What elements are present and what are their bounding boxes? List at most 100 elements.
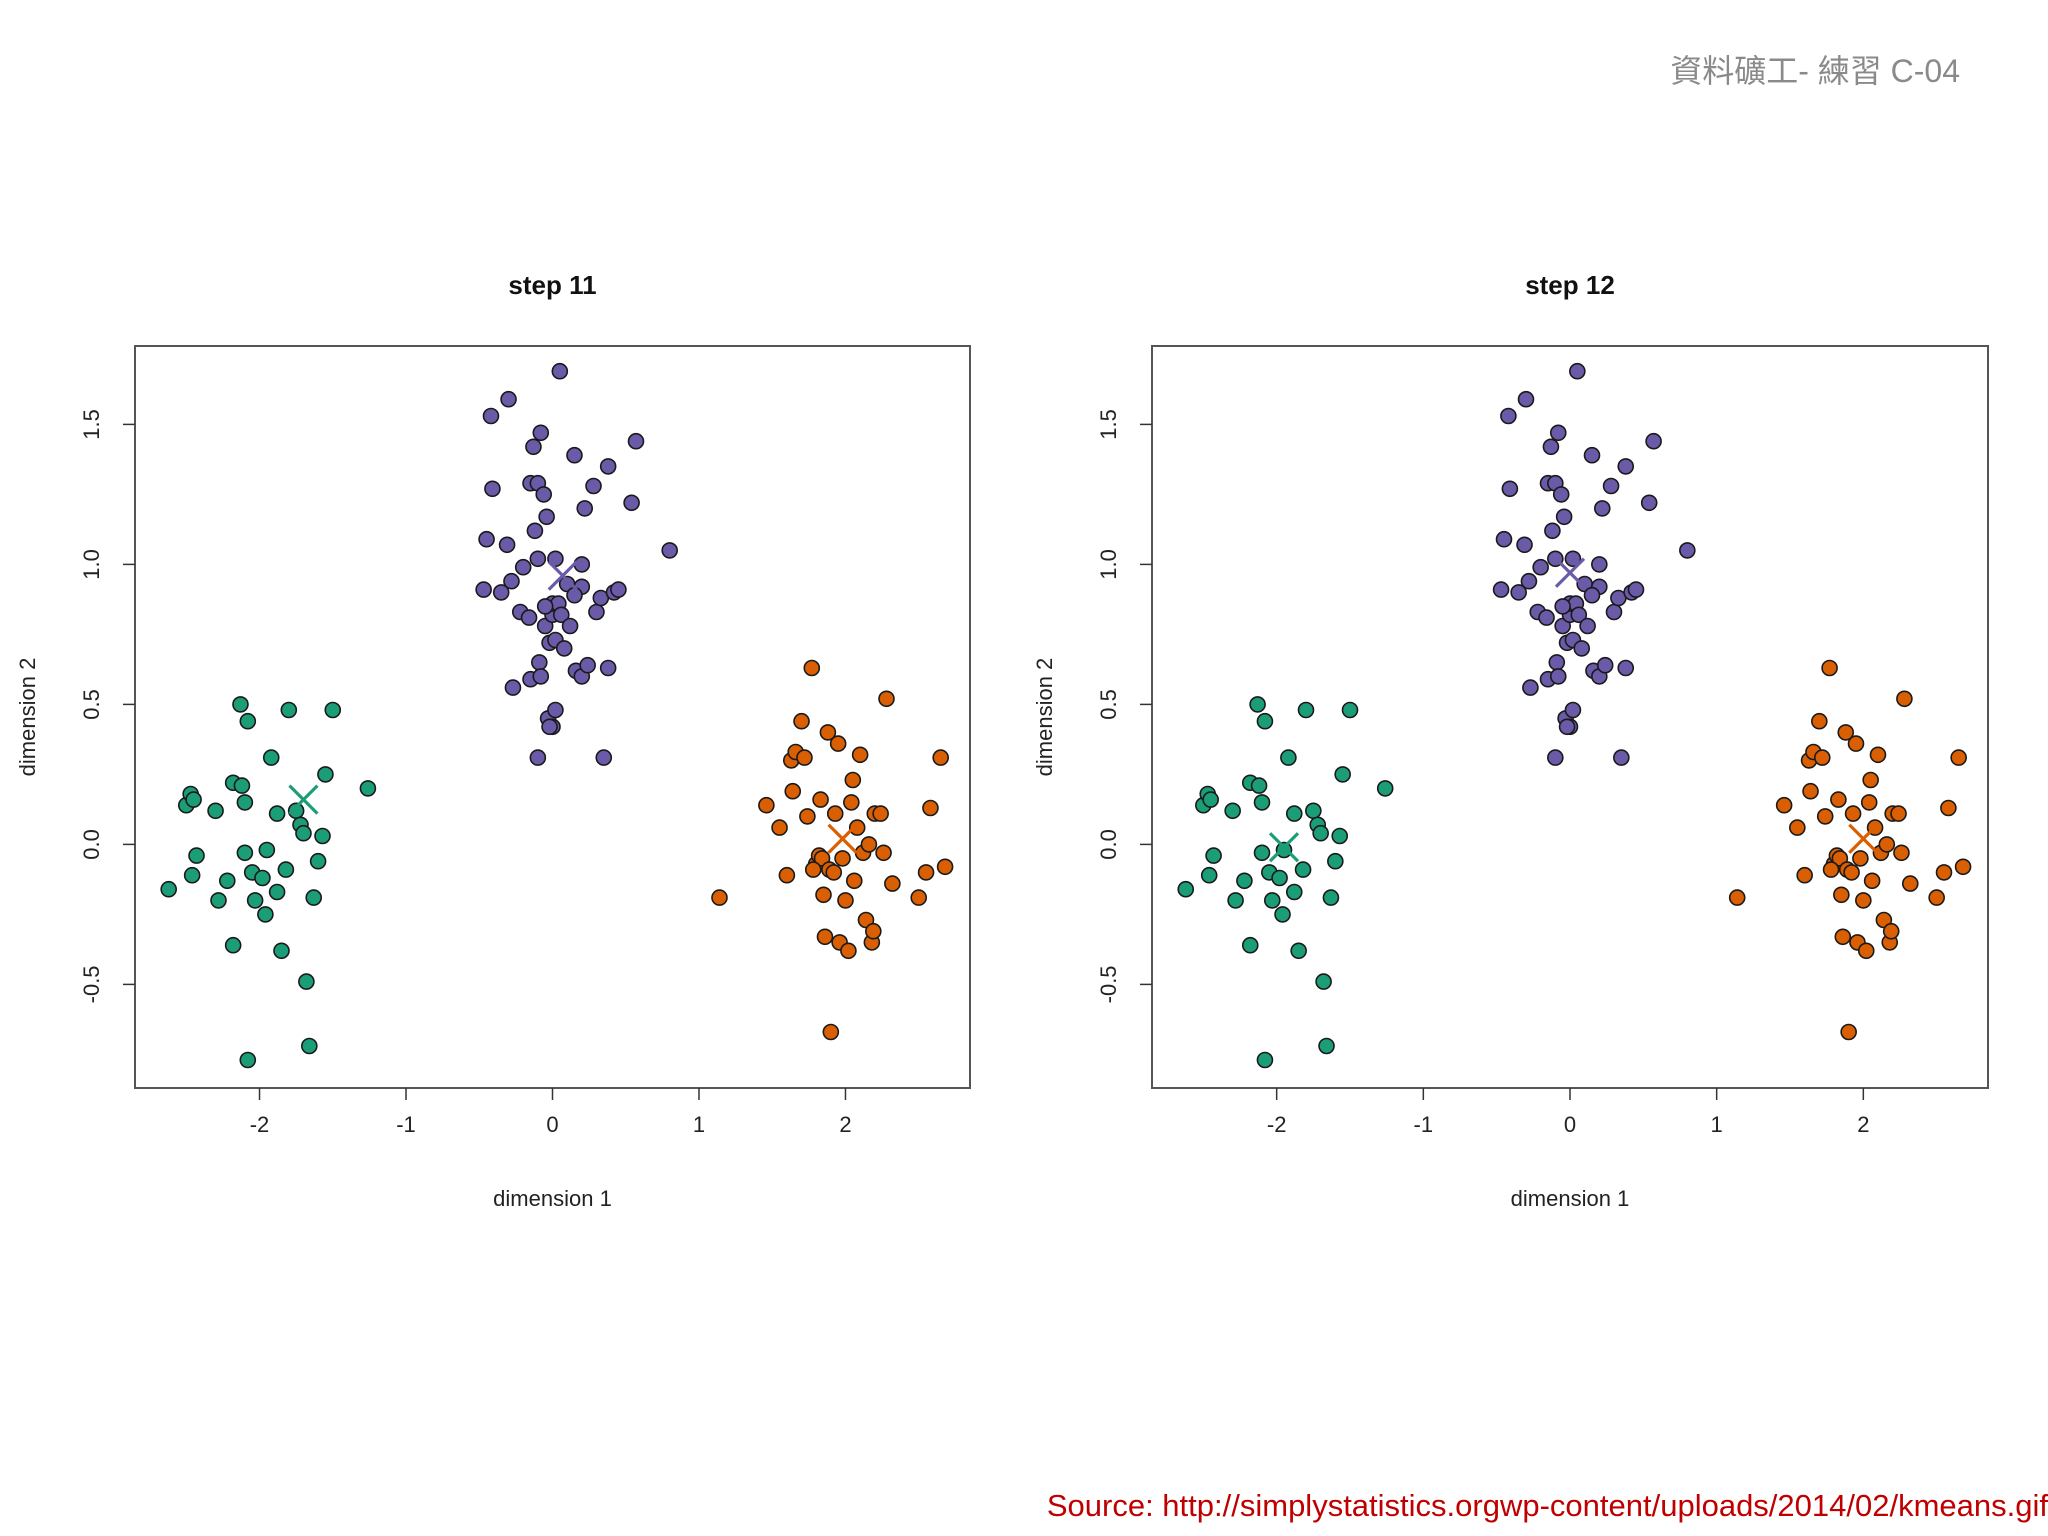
data-point-cluster-1 xyxy=(1253,794,1271,811)
data-point-cluster-1 xyxy=(239,1051,257,1069)
data-point-cluster-3 xyxy=(860,836,878,853)
data-point-cluster-2 xyxy=(566,446,583,464)
data-point-cluster-2 xyxy=(535,486,553,503)
data-point-cluster-1 xyxy=(324,701,342,719)
y-tick-label: 0.0 xyxy=(79,829,104,860)
data-point-cluster-1 xyxy=(1274,906,1291,923)
data-point-cluster-2 xyxy=(1645,432,1662,450)
data-point-cluster-3 xyxy=(922,799,939,817)
data-point-cluster-2 xyxy=(1593,500,1611,517)
data-point-cluster-3 xyxy=(837,892,854,909)
data-point-cluster-2 xyxy=(525,438,542,456)
x-tick-label: 1 xyxy=(1711,1112,1723,1137)
data-point-cluster-2 xyxy=(529,749,547,766)
data-point-cluster-2 xyxy=(561,617,579,635)
data-point-cluster-1 xyxy=(1331,827,1349,845)
data-point-cluster-3 xyxy=(936,858,954,876)
data-point-cluster-1 xyxy=(258,841,276,859)
data-point-cluster-3 xyxy=(910,889,928,906)
data-point-cluster-3 xyxy=(1882,922,1900,940)
data-point-cluster-3 xyxy=(1816,808,1834,825)
data-point-cluster-1 xyxy=(236,844,254,862)
data-point-cluster-2 xyxy=(500,390,517,408)
data-point-cluster-1 xyxy=(1271,869,1288,887)
data-point-cluster-2 xyxy=(532,424,550,442)
data-point-cluster-2 xyxy=(1602,477,1620,495)
data-point-cluster-3 xyxy=(1833,886,1850,904)
data-point-cluster-3 xyxy=(848,819,866,836)
data-point-cluster-2 xyxy=(1548,654,1566,671)
data-point-cluster-1 xyxy=(309,852,327,870)
data-point-cluster-1 xyxy=(236,794,254,811)
data-point-cluster-2 xyxy=(1573,640,1591,657)
data-point-cluster-2 xyxy=(599,659,617,677)
data-point-cluster-3 xyxy=(1869,746,1887,764)
data-point-cluster-1 xyxy=(1334,766,1351,783)
data-point-cluster-2 xyxy=(552,606,570,624)
data-point-cluster-2 xyxy=(1547,749,1564,766)
data-point-cluster-2 xyxy=(1605,603,1623,621)
data-point-cluster-1 xyxy=(207,802,224,820)
data-point-cluster-1 xyxy=(160,880,177,898)
data-point-cluster-3 xyxy=(1940,799,1957,817)
data-point-cluster-1 xyxy=(1315,973,1332,990)
data-point-cluster-1 xyxy=(232,696,249,713)
data-point-cluster-3 xyxy=(1802,782,1819,800)
data-point-cluster-2 xyxy=(484,480,501,498)
data-point-cluster-1 xyxy=(1200,866,1218,884)
data-point-cluster-1 xyxy=(185,791,202,808)
data-point-cluster-2 xyxy=(498,536,516,554)
x-tick-label: -1 xyxy=(1414,1112,1434,1137)
data-point-cluster-1 xyxy=(1227,892,1244,909)
centroid-stroke xyxy=(1848,823,1879,854)
data-point-cluster-2 xyxy=(529,550,547,568)
data-point-cluster-1 xyxy=(1177,880,1195,898)
data-point-cluster-1 xyxy=(218,872,236,890)
data-point-cluster-3 xyxy=(1863,872,1881,890)
data-point-cluster-2 xyxy=(661,542,678,559)
data-point-cluster-3 xyxy=(1855,892,1872,909)
data-point-cluster-3 xyxy=(875,844,892,862)
data-point-cluster-3 xyxy=(771,819,788,836)
data-point-cluster-2 xyxy=(1617,458,1635,475)
data-point-cluster-2 xyxy=(478,530,495,548)
data-point-cluster-1 xyxy=(262,749,280,766)
y-axis-label: dimension 2 xyxy=(1032,658,1057,777)
x-tick-label: 2 xyxy=(839,1112,851,1137)
data-point-cluster-2 xyxy=(1617,659,1635,677)
data-point-cluster-1 xyxy=(1275,841,1293,859)
data-point-cluster-3 xyxy=(1837,724,1855,741)
data-point-cluster-2 xyxy=(555,640,573,657)
data-point-cluster-2 xyxy=(1579,617,1596,635)
x-tick-label: 0 xyxy=(546,1112,558,1137)
data-point-cluster-2 xyxy=(1549,424,1567,442)
data-point-cluster-3 xyxy=(812,791,829,808)
data-point-cluster-3 xyxy=(784,782,802,800)
data-point-cluster-3 xyxy=(851,746,869,764)
x-tick-label: 0 xyxy=(1564,1112,1576,1137)
data-point-cluster-1 xyxy=(1280,749,1297,766)
data-point-cluster-1 xyxy=(1256,1051,1274,1069)
data-point-cluster-3 xyxy=(1821,659,1838,677)
data-point-cluster-2 xyxy=(1492,581,1510,598)
plot-title: step 12 xyxy=(1525,270,1615,300)
data-point-cluster-2 xyxy=(1501,480,1519,498)
data-point-cluster-3 xyxy=(1834,928,1852,946)
data-point-cluster-1 xyxy=(314,827,331,845)
data-point-cluster-2 xyxy=(1570,606,1588,624)
data-point-cluster-1 xyxy=(317,766,334,783)
data-point-cluster-3 xyxy=(1843,864,1860,881)
data-point-cluster-2 xyxy=(1591,556,1608,573)
y-tick-label: 0.0 xyxy=(1096,829,1121,860)
data-point-cluster-3 xyxy=(845,872,863,890)
data-point-cluster-2 xyxy=(1532,558,1549,576)
data-point-cluster-3 xyxy=(1775,796,1793,814)
data-point-cluster-2 xyxy=(1544,522,1561,540)
data-point-cluster-1 xyxy=(1322,889,1340,906)
data-point-cluster-1 xyxy=(1290,942,1307,960)
data-point-cluster-2 xyxy=(536,598,554,615)
data-point-cluster-1 xyxy=(210,892,227,909)
data-point-cluster-1 xyxy=(239,712,257,730)
data-point-cluster-2 xyxy=(1520,572,1538,590)
data-point-cluster-1 xyxy=(298,973,315,990)
